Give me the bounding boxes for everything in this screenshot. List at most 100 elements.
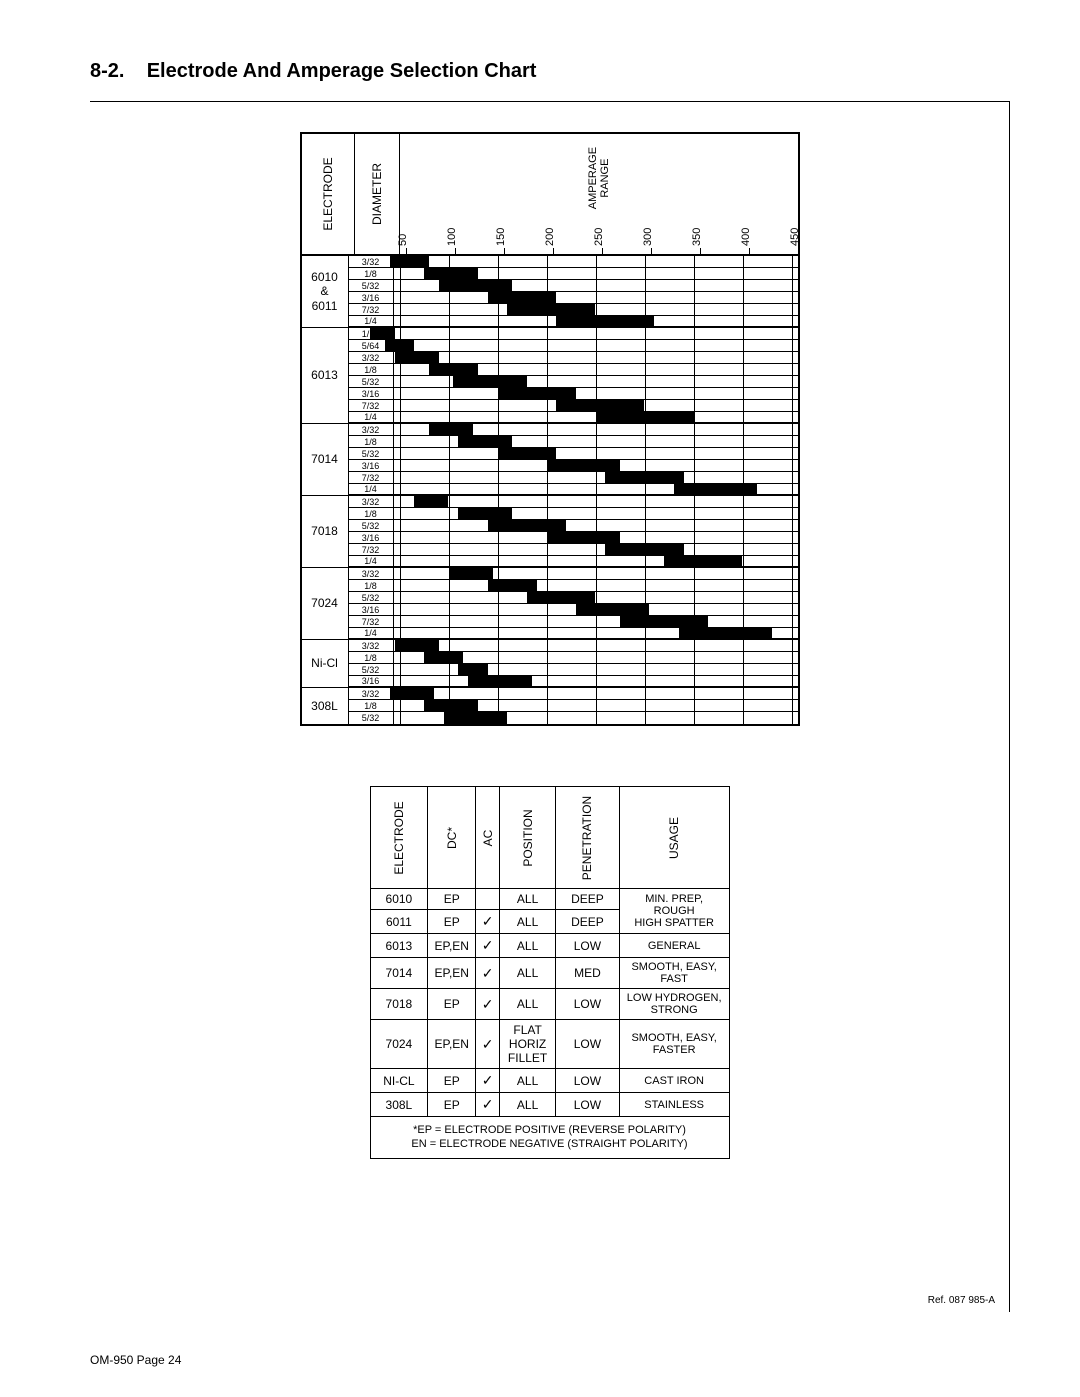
amp-gridline <box>743 616 744 627</box>
amp-diameter-cell: 7/32 <box>349 616 394 627</box>
amp-gridline <box>400 412 401 422</box>
amp-gridline <box>694 292 695 303</box>
amp-gridline <box>596 388 597 399</box>
amp-diameter-cell: 1/4 <box>349 628 394 638</box>
amp-gridline <box>547 436 548 447</box>
amp-gridline <box>400 616 401 627</box>
amp-row: 1/8 <box>349 652 798 664</box>
content-frame: ELECTRODE DIAMETER AMPERAGERANGE 5010015… <box>90 101 1010 1312</box>
amp-gridline <box>743 652 744 663</box>
amp-gridline <box>547 508 548 519</box>
amp-gridline <box>792 256 793 267</box>
amp-diameter-cell: 3/16 <box>349 460 394 471</box>
amp-gridline <box>449 520 450 531</box>
amp-gridline <box>547 712 548 724</box>
usage-position: ALL <box>500 889 556 910</box>
amp-gridline <box>449 292 450 303</box>
amp-grid-cell <box>394 304 798 315</box>
amp-gridline <box>645 376 646 387</box>
usage-dc: EP <box>428 910 476 934</box>
amp-bar <box>674 484 757 494</box>
amp-gridline <box>645 640 646 651</box>
amperage-chart: ELECTRODE DIAMETER AMPERAGERANGE 5010015… <box>300 132 800 726</box>
amp-gridline <box>792 364 793 375</box>
amp-gridline <box>743 496 744 507</box>
amp-bar <box>429 364 478 375</box>
amp-diameter-cell: 5/32 <box>349 376 394 387</box>
amp-gridline <box>449 556 450 566</box>
amp-gridline <box>645 448 646 459</box>
amp-diameter-cell: 1/4 <box>349 556 394 566</box>
amp-gridline <box>596 712 597 724</box>
amp-diameter-cell: 3/16 <box>349 604 394 615</box>
amp-tick-label: 100 <box>446 228 458 246</box>
amp-gridline <box>792 280 793 291</box>
amp-gridline <box>792 328 793 339</box>
amp-gridline <box>400 508 401 519</box>
amp-gridline <box>547 316 548 326</box>
amp-gridline <box>645 496 646 507</box>
amp-grid-cell <box>394 280 798 291</box>
amp-gridline <box>596 424 597 435</box>
amp-gridline <box>449 436 450 447</box>
amp-gridline <box>694 652 695 663</box>
amp-diameter-cell: 3/32 <box>349 640 394 651</box>
amp-gridline <box>645 520 646 531</box>
amp-bar <box>488 520 566 531</box>
amp-gridline <box>596 436 597 447</box>
amp-gridline <box>498 484 499 494</box>
amp-row: 1/8 <box>349 580 798 592</box>
amp-gridline <box>596 544 597 555</box>
amp-gridline <box>400 652 401 663</box>
amp-gridline <box>743 472 744 483</box>
header-electrode: ELECTRODE <box>302 134 355 254</box>
amp-row: 1/8 <box>349 436 798 448</box>
usage-usage: GENERAL <box>619 934 729 958</box>
check-icon: ✓ <box>482 1036 494 1052</box>
amp-gridline <box>645 268 646 279</box>
amp-gridline <box>449 532 450 543</box>
amp-gridline <box>694 328 695 339</box>
amp-bar <box>458 436 512 447</box>
amp-gridline <box>596 628 597 638</box>
amp-bar <box>498 388 576 399</box>
amp-diameter-cell: 1/4 <box>349 316 394 326</box>
amp-electrode-group: 6010&6011 <box>302 256 348 328</box>
amp-gridline <box>498 532 499 543</box>
amp-row: 3/32 <box>349 496 798 508</box>
amp-bar <box>424 268 478 279</box>
amp-gridline <box>547 616 548 627</box>
amp-row: 1/4 <box>349 484 798 496</box>
amp-gridline <box>743 640 744 651</box>
amp-gridline <box>498 688 499 699</box>
check-icon: ✓ <box>482 1072 494 1088</box>
amp-gridline <box>547 472 548 483</box>
amp-gridline <box>547 628 548 638</box>
amp-gridline <box>498 496 499 507</box>
usage-ac: ✓ <box>476 1093 500 1117</box>
amp-gridline <box>596 616 597 627</box>
amp-gridline <box>547 328 548 339</box>
amp-gridline <box>645 304 646 315</box>
amp-gridline <box>400 592 401 603</box>
amp-gridline <box>792 580 793 591</box>
usage-penetration: LOW <box>556 1069 620 1093</box>
usage-usage: MIN. PREP, ROUGHHIGH SPATTER <box>619 889 729 934</box>
usage-dc: EP,EN <box>428 958 476 989</box>
amp-gridline <box>694 472 695 483</box>
amp-grid-cell <box>394 268 798 279</box>
amp-grid-cell <box>394 364 798 375</box>
amp-gridline <box>743 508 744 519</box>
amp-gridline <box>449 328 450 339</box>
header-diameter: DIAMETER <box>355 134 400 254</box>
amp-gridline <box>694 316 695 326</box>
amp-gridline <box>694 280 695 291</box>
amp-row: 5/32 <box>349 520 798 532</box>
amp-gridline <box>792 400 793 411</box>
amp-gridline <box>645 592 646 603</box>
amp-gridline <box>694 340 695 351</box>
usage-penetration: MED <box>556 958 620 989</box>
amp-gridline <box>694 640 695 651</box>
amp-gridline <box>449 316 450 326</box>
usage-usage: STAINLESS <box>619 1093 729 1117</box>
